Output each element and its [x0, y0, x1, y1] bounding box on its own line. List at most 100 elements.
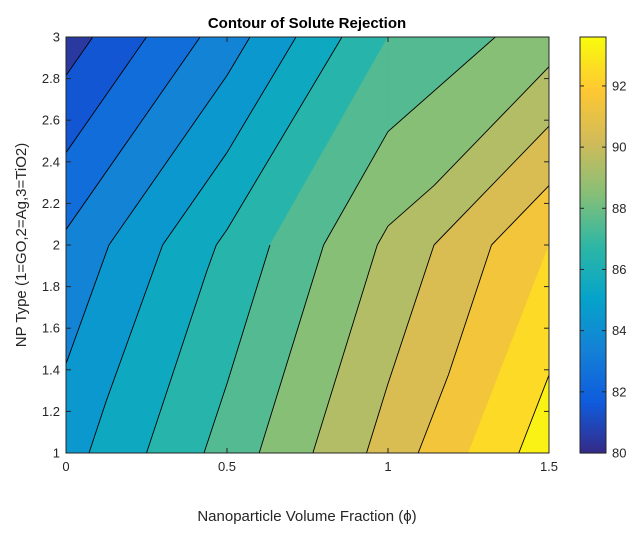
- y-axis: 1 1.2 1.4 1.6 1.8 2 2.2 2.4 2.6 2.8 3: [42, 30, 549, 461]
- colorbar-segment: [580, 280, 606, 285]
- colorbar-segment: [580, 179, 606, 184]
- colorbar-segment: [580, 307, 606, 311]
- colorbar-segment: [580, 250, 606, 255]
- y-tick-label: 1.2: [42, 404, 60, 419]
- colorbar-segment: [580, 96, 606, 100]
- colorbar-segment: [580, 215, 606, 219]
- colorbar-segment: [580, 405, 606, 410]
- colorbar-segment: [580, 245, 606, 249]
- colorbar-segment: [580, 399, 606, 404]
- y-tick-label: 1: [53, 446, 60, 461]
- colorbar-segment: [580, 78, 606, 83]
- colorbar-segment: [580, 423, 606, 427]
- colorbar-segment: [580, 182, 606, 187]
- colorbar-segment: [580, 292, 606, 297]
- colorbar-segment: [580, 170, 606, 175]
- y-tick-label: 1.4: [42, 362, 60, 377]
- x-axis-label: Nanoparticle Volume Fraction (ϕ): [197, 508, 416, 525]
- colorbar-segment: [580, 75, 606, 80]
- colorbar-segment: [580, 81, 606, 86]
- contour-line: [88, 37, 297, 453]
- colorbar-segment: [580, 135, 606, 139]
- colorbar-segment: [580, 265, 606, 270]
- colorbar-segment: [580, 203, 606, 207]
- colorbar-segment: [580, 120, 606, 124]
- colorbar-segment: [580, 209, 606, 213]
- colorbar-segment: [580, 441, 606, 445]
- colorbar-segment: [580, 212, 606, 216]
- colorbar-segment: [580, 363, 606, 368]
- colorbar-segment: [580, 372, 606, 377]
- colorbar-segment: [580, 360, 606, 365]
- contour-line: [66, 37, 201, 230]
- colorbar-tick-label: 84: [612, 323, 626, 338]
- colorbar-segment: [580, 304, 606, 308]
- colorbar-segment: [580, 426, 606, 430]
- colorbar-segment: [580, 60, 606, 65]
- colorbar-segment: [580, 277, 606, 282]
- x-tick-label: 1: [384, 459, 391, 474]
- contour-line: [258, 37, 496, 453]
- colorbar-segment: [580, 393, 606, 398]
- colorbar-segment: [580, 301, 606, 306]
- colorbar-segment: [580, 319, 606, 323]
- colorbar-segment: [580, 48, 606, 53]
- colorbar-tick-label: 82: [612, 384, 626, 399]
- colorbar-segment: [580, 194, 606, 199]
- colorbar-segment: [580, 66, 606, 71]
- colorbar-tick-label: 92: [612, 78, 626, 93]
- colorbar-segment: [580, 146, 606, 151]
- colorbar-segment: [580, 325, 606, 329]
- colorbar-segment: [580, 354, 606, 359]
- colorbar-segment: [580, 444, 606, 448]
- colorbar-segment: [580, 239, 606, 243]
- colorbar-segment: [580, 236, 606, 240]
- colorbar-segment: [580, 111, 606, 115]
- contour-band: [468, 244, 549, 453]
- colorbar-segment: [580, 197, 606, 202]
- y-tick-label: 2.2: [42, 196, 60, 211]
- colorbar-segment: [580, 384, 606, 389]
- colorbar-segment: [580, 390, 606, 395]
- contour-line: [66, 37, 147, 153]
- colorbar-segment: [580, 37, 606, 41]
- colorbar-segment: [580, 375, 606, 380]
- contour-band: [312, 66, 549, 453]
- colorbar-segment: [580, 283, 606, 288]
- colorbar-segment: [580, 331, 606, 335]
- colorbar-segment: [580, 72, 606, 77]
- colorbar-segment: [580, 132, 606, 136]
- colorbar-segment: [580, 200, 606, 204]
- contour-line: [417, 185, 549, 453]
- contour-fill-layer: [66, 37, 549, 453]
- y-tick-label: 2.6: [42, 113, 60, 128]
- colorbar-segment: [580, 337, 606, 341]
- colorbar-segment: [580, 224, 606, 228]
- colorbar-segment: [580, 310, 606, 314]
- colorbar-segment: [580, 230, 606, 234]
- y-tick-label: 1.8: [42, 279, 60, 294]
- colorbar-segment: [580, 90, 606, 95]
- colorbar-segment: [580, 313, 606, 317]
- colorbar-segment: [580, 396, 606, 401]
- colorbar-segment: [580, 349, 606, 353]
- colorbar-segment: [580, 268, 606, 273]
- colorbar-segment: [580, 105, 606, 109]
- colorbar-segment: [580, 93, 606, 98]
- y-tick-label: 2: [53, 238, 60, 253]
- colorbar-segment: [580, 149, 606, 154]
- colorbar-segment: [580, 262, 606, 267]
- colorbar-segment: [580, 369, 606, 374]
- contour-line: [203, 244, 271, 453]
- colorbar-segment: [580, 328, 606, 332]
- colorbar-segment: [580, 155, 606, 160]
- colorbar-segment: [580, 295, 606, 300]
- y-axis-label: NP Type (1=GO,2=Ag,3=TiO2): [13, 143, 30, 347]
- colorbar-segment: [580, 63, 606, 68]
- colorbar-segment: [580, 256, 606, 261]
- colorbar-segment: [580, 357, 606, 362]
- colorbar-segment: [580, 126, 606, 130]
- colorbar-segment: [580, 176, 606, 181]
- colorbar-segment: [580, 242, 606, 246]
- contour-line: [366, 125, 549, 453]
